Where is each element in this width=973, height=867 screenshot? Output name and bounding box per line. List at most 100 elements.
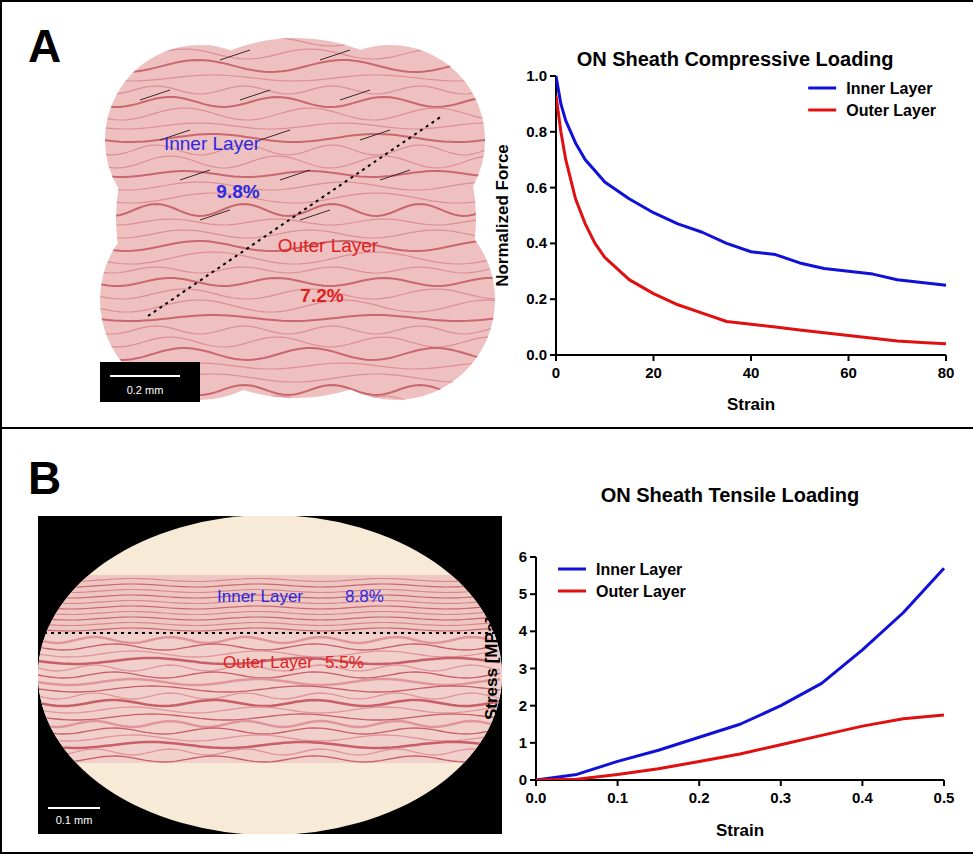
layer-label: Outer Layer	[278, 235, 379, 256]
layer-label: Inner Layer	[217, 587, 303, 606]
legend-swatch	[558, 568, 586, 571]
tissue-fiber	[90, 134, 510, 142]
legend-swatch	[808, 109, 836, 112]
tissue-nucleus	[140, 90, 170, 100]
tissue-fiber	[38, 606, 500, 609]
tissue-fiber	[90, 385, 510, 395]
scale-bar	[110, 375, 180, 377]
legend-label: Outer Layer	[596, 583, 686, 600]
x-tick-label: 0.1	[607, 789, 628, 806]
x-tick	[780, 780, 782, 786]
tissue-fiber	[38, 628, 500, 631]
tissue-fiber	[90, 422, 510, 430]
y-tick	[550, 131, 556, 133]
tissue-fiber	[90, 156, 510, 168]
x-tick-label: 0.4	[852, 789, 874, 806]
tissue-fiber	[38, 749, 500, 755]
tissue-nucleus	[180, 170, 210, 180]
legend-label: Inner Layer	[596, 561, 682, 578]
y-tick-label: 0.8	[526, 123, 547, 140]
tissue-fiber	[38, 672, 500, 678]
tissue-fiber	[90, 60, 510, 72]
x-tick	[750, 355, 752, 361]
x-tick	[945, 355, 947, 361]
y-tick-label: 0.4	[526, 234, 548, 251]
y-tick	[550, 187, 556, 189]
tissue-fiber	[38, 637, 500, 643]
tissue-nucleus	[200, 210, 230, 220]
y-tick	[530, 742, 536, 744]
tissue-fiber	[90, 193, 510, 203]
tissue-nucleus	[340, 90, 370, 100]
x-tick-label: 0	[552, 364, 560, 381]
y-tick-label: 5	[519, 585, 527, 602]
tissue-nucleus	[220, 50, 250, 60]
scale-bar-label: 0.1 mm	[56, 814, 93, 826]
layer-label: Outer Layer	[223, 653, 313, 672]
y-axis	[555, 76, 557, 355]
x-tick-label: 0.3	[770, 789, 791, 806]
x-tick-label: 0.2	[689, 789, 710, 806]
tissue-fiber	[38, 756, 500, 762]
y-axis-title: Stress [MPa]	[482, 617, 501, 720]
tissue-fiber	[90, 86, 510, 94]
legend-label: Outer Layer	[846, 102, 936, 119]
scale-bar	[48, 807, 100, 809]
series-line	[536, 568, 944, 780]
y-axis-title: Normalized Force	[493, 144, 512, 287]
tissue-fiber	[90, 411, 510, 417]
tissue-nucleus	[380, 170, 410, 180]
scale-bar-ground	[100, 362, 200, 402]
tissue-fiber	[90, 75, 510, 81]
panel-letter: B	[28, 452, 61, 504]
tissue-fiber	[90, 182, 510, 190]
tissue-nucleus	[300, 210, 330, 220]
x-tick	[861, 780, 863, 786]
x-tick-label: 0.0	[526, 789, 547, 806]
chart: ON Sheath Tensile Loading0.00.10.20.30.4…	[482, 484, 954, 840]
tissue-fiber	[90, 145, 510, 155]
tissue-fiber	[90, 267, 510, 273]
y-tick	[530, 593, 536, 595]
tissue-fiber	[38, 707, 500, 713]
tissue-fiber	[90, 49, 510, 59]
x-axis-title: Strain	[727, 395, 775, 414]
y-tick	[530, 556, 536, 558]
legend-label: Inner Layer	[846, 80, 932, 97]
chart-title: ON Sheath Compressive Loading	[577, 48, 894, 70]
histology-image	[90, 20, 510, 430]
tissue-nucleus	[280, 170, 310, 180]
tissue-fiber	[38, 700, 500, 706]
image-background	[38, 516, 502, 834]
tissue-fiber	[38, 579, 500, 582]
tissue-fiber	[38, 714, 500, 720]
tissue-nucleus	[240, 90, 270, 100]
tissue-ground	[90, 20, 510, 420]
scale-bar-label: 0.2 mm	[127, 384, 164, 396]
y-tick-label: 0.0	[526, 346, 547, 363]
tissue-fiber	[90, 204, 510, 216]
layer-boundary	[44, 632, 496, 634]
tissue-fiber	[38, 742, 500, 748]
y-tick	[550, 75, 556, 77]
tissue-fiber	[38, 693, 500, 699]
y-tick	[530, 705, 536, 707]
x-tick	[617, 780, 619, 786]
tissue-fiber	[90, 27, 510, 33]
x-axis	[536, 779, 944, 781]
x-tick-label: 80	[938, 364, 955, 381]
tissue-fiber	[38, 623, 500, 626]
tissue-fiber	[38, 644, 500, 650]
layer-percent: 5.5%	[325, 653, 364, 672]
tissue-fiber	[38, 679, 500, 685]
figure-frame	[1, 1, 973, 853]
tissue-nucleus	[320, 50, 350, 60]
x-tick	[848, 355, 850, 361]
tissue-fiber	[38, 612, 500, 615]
tissue-nucleus	[120, 50, 150, 60]
x-tick-label: 0.5	[934, 789, 955, 806]
tissue-fiber	[90, 348, 510, 360]
tissue-fiber	[90, 337, 510, 347]
tissue-fiber	[90, 326, 510, 334]
series-line	[556, 96, 946, 344]
